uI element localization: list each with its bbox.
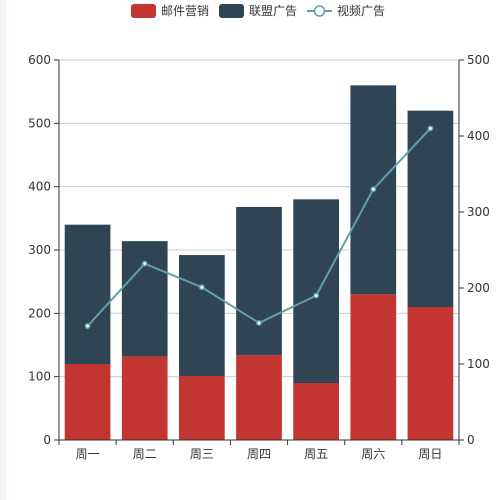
legend-label: 联盟广告 bbox=[249, 4, 297, 18]
x-tick-label: 周一 bbox=[76, 447, 100, 461]
legend-line-marker bbox=[313, 5, 326, 17]
y-right-tick-label: 500 bbox=[467, 53, 490, 67]
stacked-bar-line-chart: 0 100 200 300 400 500 600 0 100 200 300 400 500 周一 周二 周… bbox=[28, 3, 490, 461]
chart-container: 0 100 200 300 400 500 600 0 100 200 300 400 500 周一 周二 周… bbox=[7, 0, 500, 500]
y-right-tick-label: 200 bbox=[467, 281, 490, 295]
x-tick-label: 周五 bbox=[304, 447, 328, 461]
bar-segment bbox=[64, 364, 111, 440]
bar-segment bbox=[121, 356, 168, 440]
x-tick-label: 周四 bbox=[247, 447, 271, 461]
legend-label: 邮件营销 bbox=[161, 4, 209, 18]
y-left-tick-label: 200 bbox=[28, 306, 51, 320]
line-point bbox=[198, 284, 205, 291]
line-point bbox=[427, 125, 434, 132]
line-point bbox=[313, 292, 320, 299]
line-point bbox=[370, 186, 377, 193]
bar-segment bbox=[293, 199, 339, 383]
legend-swatch bbox=[219, 4, 244, 18]
line-point bbox=[84, 323, 91, 329]
bar-segment bbox=[179, 376, 225, 440]
y-right-tick-label: 100 bbox=[467, 357, 490, 371]
y-left-tick-label: 600 bbox=[28, 53, 51, 67]
y-left-tick-label: 100 bbox=[28, 370, 51, 384]
bar-segment bbox=[236, 355, 282, 440]
line-point bbox=[141, 260, 148, 267]
bar-segment bbox=[293, 383, 339, 440]
bar-segment bbox=[407, 307, 454, 440]
y-left-tick-label: 500 bbox=[28, 116, 51, 130]
bar-segment bbox=[407, 110, 454, 308]
y-right-tick-label: 300 bbox=[467, 205, 490, 219]
bar-segment bbox=[236, 206, 282, 356]
bar-segment bbox=[64, 224, 111, 364]
line-point bbox=[256, 320, 262, 326]
y-left-tick-label: 300 bbox=[28, 243, 51, 257]
x-tick-label: 周六 bbox=[361, 447, 385, 461]
x-tick-label: 周日 bbox=[418, 447, 442, 461]
y-right-tick-label: 0 bbox=[467, 433, 475, 447]
legend-label: 视频广告 bbox=[337, 3, 385, 18]
x-tick-label: 周二 bbox=[133, 447, 157, 461]
legend-swatch bbox=[131, 4, 156, 18]
y-left-tick-label: 400 bbox=[28, 180, 51, 194]
y-right-tick-label: 400 bbox=[467, 129, 490, 143]
bar-segment bbox=[121, 241, 168, 357]
bar-segment bbox=[350, 294, 397, 440]
y-left-tick-label: 0 bbox=[43, 433, 51, 447]
bar-segment bbox=[179, 255, 225, 377]
x-tick-label: 周三 bbox=[190, 447, 214, 461]
